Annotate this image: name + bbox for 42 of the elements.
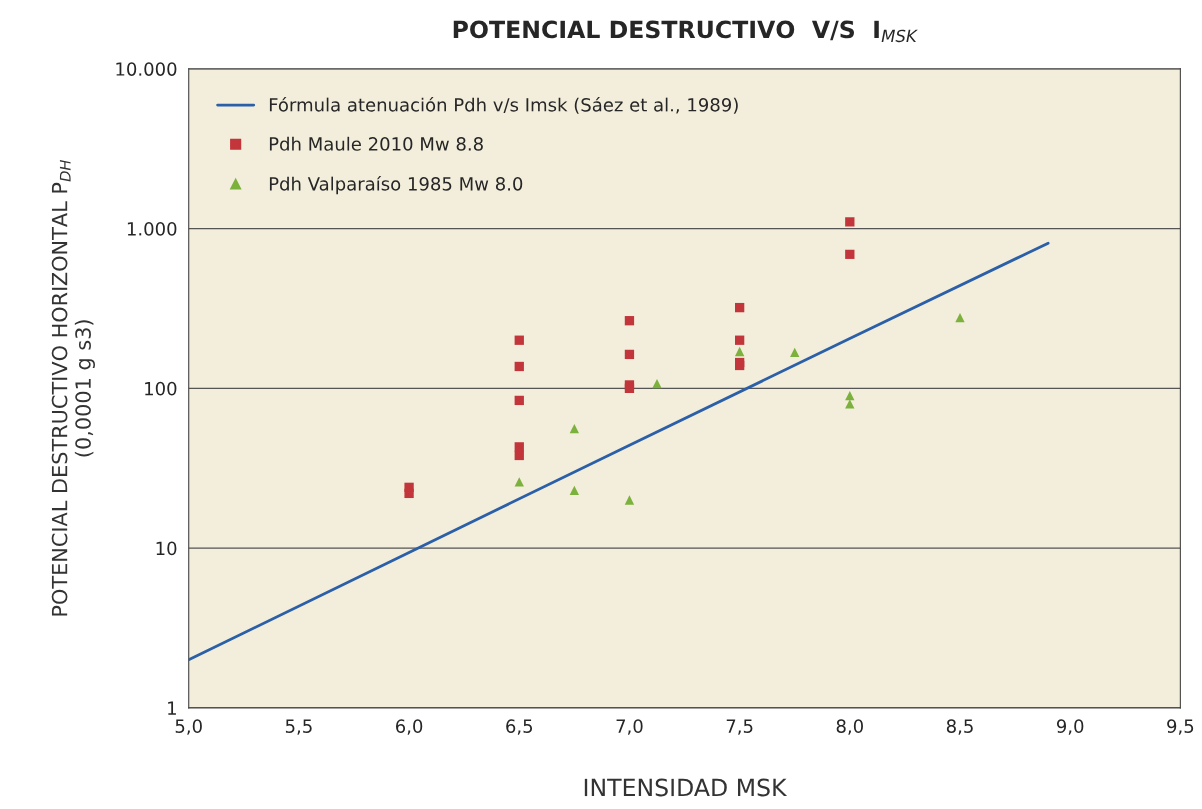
x-axis-title: INTENSIDAD MSK xyxy=(584,778,788,797)
point xyxy=(734,335,745,345)
x-tick-label: 8,5 xyxy=(946,719,973,735)
point xyxy=(845,390,855,401)
point xyxy=(624,316,635,326)
y-tick-label: 1.000 xyxy=(127,222,177,236)
point xyxy=(514,395,524,406)
point xyxy=(569,485,580,495)
x-tick-label: 7,5 xyxy=(726,719,753,735)
point xyxy=(734,302,745,313)
point xyxy=(514,361,524,372)
y-tick-label: 10.000 xyxy=(116,62,177,76)
x-tick-label: 7,0 xyxy=(616,719,643,735)
y-tick-label: 10 xyxy=(156,541,177,556)
point xyxy=(624,495,635,505)
point xyxy=(955,312,965,323)
y-tick-label: 100 xyxy=(145,381,177,396)
text: POTENCIAL DESTRUCTIVO HORIZONTAL P$_{DH}$ (0,0001 g s3) xyxy=(51,160,95,616)
x-tick-label: 6,5 xyxy=(506,719,533,735)
legend-label: Pdh Valparaíso 1985 Mw 8.0 xyxy=(269,175,523,195)
point xyxy=(514,335,524,345)
legend-label: Fórmula atenuación Pdh v/s Imsk (Sáez et al., 1989) xyxy=(269,96,738,114)
x-tick-label: 8,0 xyxy=(836,719,863,735)
line-series xyxy=(188,241,1050,662)
point xyxy=(569,423,580,434)
point xyxy=(514,442,524,452)
chart-title: POTENCIAL DESTRUCTIVO V/S I$_{MSK}$ xyxy=(453,20,918,43)
point xyxy=(514,450,524,461)
x-tick-label: 5,5 xyxy=(285,719,312,735)
point xyxy=(790,347,800,357)
point xyxy=(404,482,414,493)
point xyxy=(652,378,662,389)
legend-label: Pdh Maule 2010 Mw 8.8 xyxy=(269,136,483,151)
point xyxy=(734,346,745,357)
x-tick-label: 6,0 xyxy=(395,719,423,735)
x-tick-label: 9,0 xyxy=(1056,719,1084,735)
point xyxy=(845,217,855,227)
y-tick-label: 1 xyxy=(168,701,176,715)
point xyxy=(845,249,855,259)
point xyxy=(624,349,635,360)
x-tick-label: 5,0 xyxy=(175,719,202,735)
x-tick-label: 9,5 xyxy=(1167,719,1194,735)
